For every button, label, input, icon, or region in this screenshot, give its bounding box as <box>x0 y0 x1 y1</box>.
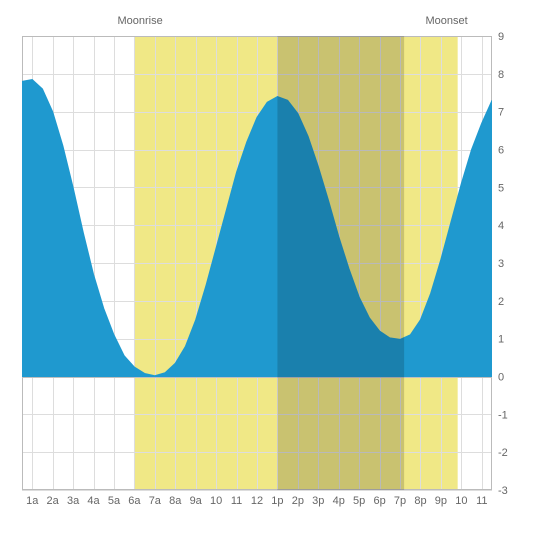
svg-text:1: 1 <box>498 334 504 346</box>
svg-text:5: 5 <box>498 182 504 194</box>
svg-text:7: 7 <box>498 107 504 119</box>
svg-text:8a: 8a <box>169 495 182 507</box>
x-axis-labels: 1a 2a 3a 4a 5a 6a 7a 8a 9a 10 11 12 1p 2p 3p 4p 5p 6p 7p 8p… <box>26 495 487 507</box>
svg-text:-1: -1 <box>498 409 508 421</box>
svg-text:10: 10 <box>455 495 467 507</box>
svg-text:7p: 7p <box>394 495 406 507</box>
svg-text:12: 12 <box>251 495 263 507</box>
chart-svg: 1a2a3a4a5a6a7a8a9a1011121p2p3p4p5p6p7p8p… <box>14 32 514 512</box>
svg-text:0: 0 <box>498 372 504 384</box>
svg-text:2a: 2a <box>47 495 60 507</box>
svg-text:4p: 4p <box>333 495 345 507</box>
svg-text:11: 11 <box>476 495 487 507</box>
svg-text:4: 4 <box>498 220 504 232</box>
svg-text:1a: 1a <box>26 495 39 507</box>
y-axis-labels: -3 -2 -1 0 1 2 3 4 5 6 7 8 9 <box>498 32 508 497</box>
svg-text:6a: 6a <box>128 495 141 507</box>
moonset-title: Moonset <box>425 15 467 27</box>
svg-text:8: 8 <box>498 69 504 81</box>
svg-text:6p: 6p <box>373 495 385 507</box>
moonrise-title: Moonrise <box>117 15 162 27</box>
tide-chart: 1a2a3a4a5a6a7a8a9a1011121p2p3p4p5p6p7p8p… <box>14 32 514 512</box>
svg-text:2p: 2p <box>292 495 304 507</box>
svg-text:-2: -2 <box>498 447 508 459</box>
top-annotations: Moonrise 05:59A Moonset 09:49P <box>0 0 550 32</box>
svg-text:3: 3 <box>498 258 504 270</box>
svg-text:4a: 4a <box>87 495 100 507</box>
shade-overlay <box>277 36 404 490</box>
svg-text:7a: 7a <box>149 495 162 507</box>
svg-text:3a: 3a <box>67 495 80 507</box>
svg-text:2: 2 <box>498 296 504 308</box>
svg-text:9a: 9a <box>190 495 203 507</box>
svg-text:-3: -3 <box>498 485 508 497</box>
svg-text:10: 10 <box>210 495 222 507</box>
svg-text:6: 6 <box>498 145 504 157</box>
svg-text:9p: 9p <box>435 495 447 507</box>
svg-text:9: 9 <box>498 32 504 43</box>
svg-text:5a: 5a <box>108 495 121 507</box>
svg-text:5p: 5p <box>353 495 365 507</box>
svg-text:11: 11 <box>231 495 242 507</box>
svg-text:8p: 8p <box>414 495 426 507</box>
svg-text:1p: 1p <box>271 495 283 507</box>
svg-text:3p: 3p <box>312 495 324 507</box>
